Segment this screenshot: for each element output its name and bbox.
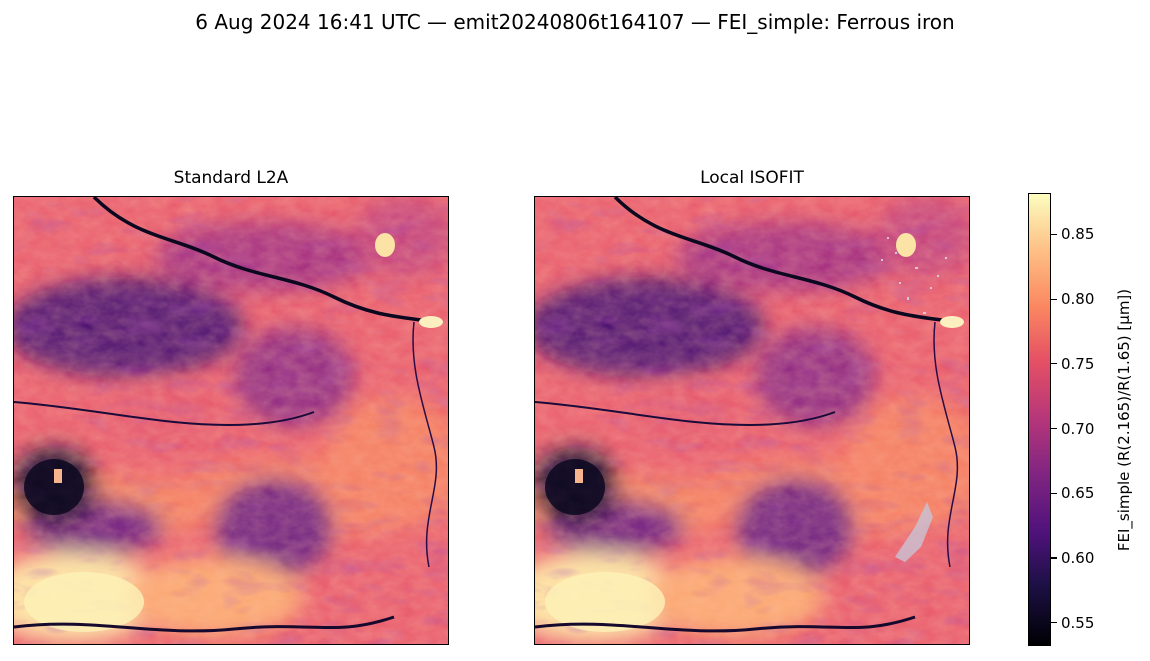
- panel-title-local-isofit: Local ISOFIT: [700, 168, 804, 188]
- colorbar-tick-label: 0.85: [1061, 225, 1095, 244]
- colorbar-tick: [1051, 557, 1057, 559]
- colorbar-label: FEI_simple (R(2.165)/R(1.65) [µm]): [1115, 288, 1133, 552]
- fei-image-isofit: [535, 197, 969, 644]
- colorbar-tick-label: 0.80: [1061, 290, 1095, 309]
- fei-image-standard: [14, 197, 448, 644]
- colorbar-tick-label: 0.75: [1061, 354, 1095, 373]
- colorbar-tick-label: 0.60: [1061, 548, 1095, 567]
- nodata-speckle: [881, 237, 947, 314]
- colorbar-tick-label: 0.55: [1061, 613, 1095, 632]
- colorbar-tick: [1051, 492, 1057, 494]
- colorbar-tick: [1051, 622, 1057, 624]
- colorbar: [1028, 193, 1051, 646]
- colorbar-tick: [1051, 363, 1057, 365]
- panel-standard-l2a: [13, 196, 449, 645]
- colorbar-tick-label: 0.65: [1061, 484, 1095, 503]
- figure-title: 6 Aug 2024 16:41 UTC — emit20240806t1641…: [195, 10, 955, 34]
- panel-local-isofit: [534, 196, 970, 645]
- colorbar-tick: [1051, 233, 1057, 235]
- colorbar-tick: [1051, 427, 1057, 430]
- colorbar-tick: [1051, 298, 1057, 300]
- colorbar-tick-label: 0.70: [1061, 419, 1095, 438]
- panel-title-standard-l2a: Standard L2A: [173, 168, 289, 188]
